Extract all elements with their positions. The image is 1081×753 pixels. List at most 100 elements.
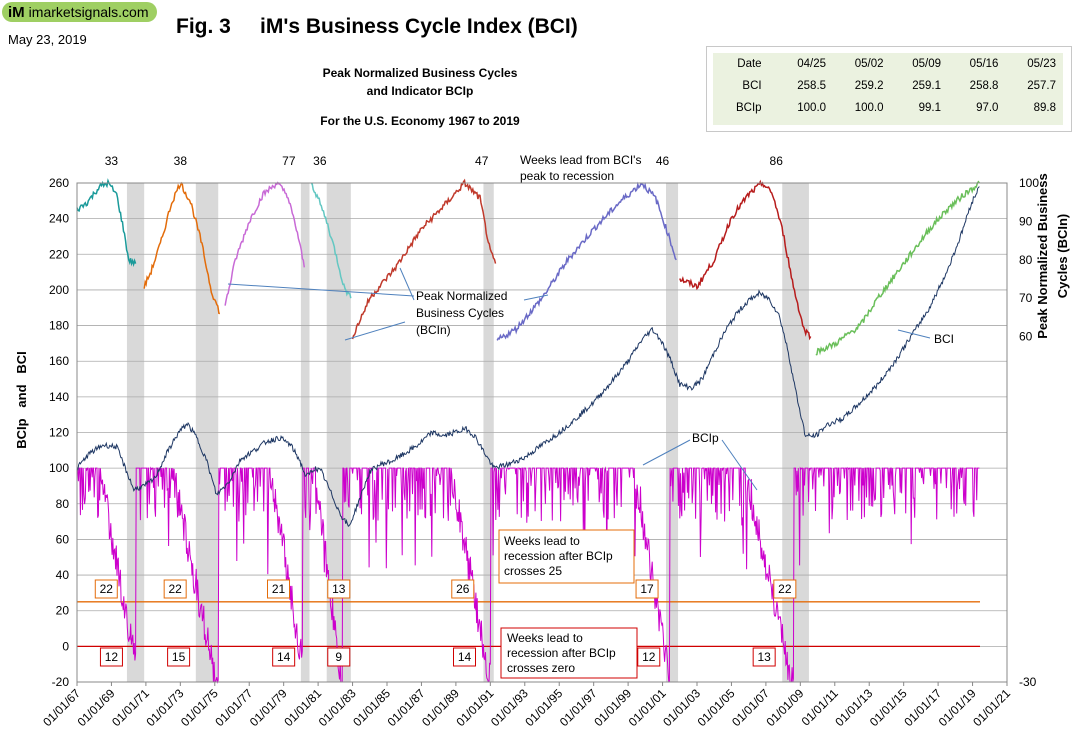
bcin-segment	[496, 181, 677, 341]
bci-callout-label: BCI	[934, 332, 954, 346]
weeks-lead-25-label-box	[451, 579, 475, 599]
bci-line	[76, 186, 980, 527]
table-header-cell: Date	[737, 58, 762, 70]
right-axis-label-line-1: Peak Normalized Business	[1035, 173, 1050, 338]
box-0-text: Weeks lead to	[507, 631, 583, 645]
weeks-lead-peak-label: 33	[105, 154, 119, 168]
peak-normalized-label: Peak Normalized	[416, 289, 507, 303]
report-date: May 23, 2019	[8, 32, 87, 47]
table-cell: 259.2	[854, 80, 884, 92]
bcin-segment	[310, 182, 352, 299]
weeks-lead-0-label-box	[637, 647, 661, 667]
table-cell: 259.1	[912, 80, 941, 92]
weeks-lead-0-label: 12	[642, 650, 656, 664]
weeks-lead-25-label-box	[327, 579, 351, 599]
arrow-line	[344, 321, 406, 341]
y-tick-label: 160	[49, 354, 69, 368]
weeks-lead-0-label: 12	[105, 650, 119, 664]
weeks-lead-0-label: 14	[277, 650, 291, 664]
bcin-segment	[679, 179, 812, 341]
peak-normalized-label: (BCIn)	[416, 323, 451, 337]
right-axis-label-line-2: Cycles (BCIn)	[1055, 214, 1070, 299]
weeks-lead-25-label-box	[773, 579, 797, 599]
table-cell: 257.7	[1027, 80, 1056, 92]
weeks-lead-25-label-box	[163, 579, 187, 599]
table-cell: 100.0	[797, 102, 827, 114]
bcip-arrow	[642, 439, 691, 466]
weeks-lead-0-label: 14	[458, 650, 472, 664]
bcin-segment	[224, 181, 306, 306]
table-cell: BCI	[742, 80, 762, 92]
weeks-lead-25-label: 26	[456, 582, 470, 596]
bcin-segment	[351, 178, 497, 340]
weeks-lead-0-label-box	[752, 647, 776, 667]
data-table: Date 04/25 05/02 05/09 05/16 05/23 BCI 2…	[713, 53, 1063, 119]
weeks-lead-peak-label: 46	[656, 154, 670, 168]
left-axis-ticks: -20 0 20 40 60 80 100 120 140 160 180 200 220 240 260	[49, 176, 69, 689]
y-tick-label: 60	[56, 532, 70, 546]
logo-text: imarketsignals.com	[28, 4, 149, 20]
y-tick-label: 0	[62, 639, 69, 653]
box-25-text: recession after BCIp	[504, 549, 613, 563]
plot-area-border	[76, 182, 1008, 683]
weeks-lead-0-label-box	[453, 647, 476, 667]
y-right-tick-label: 70	[1019, 291, 1033, 305]
weeks-lead-peak-label: 77	[282, 154, 296, 168]
subtitle-line-2: and Indicator BCIp	[366, 84, 474, 98]
y-tick-label: 40	[56, 568, 70, 582]
y-right-tick-label: 80	[1019, 253, 1033, 267]
bcin-segment	[143, 181, 221, 315]
table-cell: 258.5	[797, 80, 827, 92]
bcip-callout-label: BCIp	[692, 431, 719, 445]
bci-arrow	[897, 329, 931, 339]
weeks-lead-25-label: 21	[272, 582, 286, 596]
table-row: BCI 258.5 259.2 259.1 258.8 257.7	[713, 75, 1063, 97]
table-cell: 99.1	[918, 102, 941, 114]
bcin-segment	[815, 180, 980, 356]
bcin-segment	[76, 178, 137, 268]
weeks-lead-25-label: 17	[640, 582, 654, 596]
right-axis-ticks: 100 90 80 70 60 -30	[1019, 176, 1039, 689]
table-header-cell: 05/16	[969, 58, 999, 70]
series-lines	[76, 178, 980, 684]
y-tick-label: 120	[49, 426, 69, 440]
y-right-tick-label: 60	[1019, 330, 1033, 344]
y-right-tick-label: 100	[1019, 176, 1039, 190]
table-cell: 89.8	[1033, 102, 1056, 114]
weeks-lead-caption: peak to recession	[520, 169, 614, 183]
data-table-panel: Date 04/25 05/02 05/09 05/16 05/23 BCI 2…	[706, 46, 1072, 132]
weeks-lead-0-label-box	[167, 647, 191, 667]
weeks-lead-peak-label: 38	[174, 154, 188, 168]
y-tick-label: 100	[49, 461, 69, 475]
data-table-inner: Date 04/25 05/02 05/09 05/16 05/23 BCI 2…	[713, 53, 1063, 125]
subtitle-line-1: Peak Normalized Business Cycles	[322, 66, 518, 80]
y-tick-label: 180	[49, 319, 69, 333]
box-0-frame	[500, 627, 638, 679]
y-right-tick-label: 90	[1019, 214, 1033, 228]
site-logo: iM imarketsignals.com	[2, 2, 157, 22]
weeks-lead-0-label: 15	[172, 650, 186, 664]
weeks-lead-peak-label: 47	[475, 154, 489, 168]
box-25-frame	[498, 529, 635, 584]
bcip-line	[77, 466, 980, 684]
table-cell: 97.0	[976, 102, 999, 114]
right-axis-label: Peak Normalized Business Cycles (BCIn)	[1035, 173, 1070, 338]
arrow-line	[399, 267, 415, 301]
weeks-lead-25-label-box	[267, 579, 290, 599]
x-tick-label: 01/01/09	[764, 686, 807, 729]
arrow-line	[227, 283, 415, 297]
box-0-text: crosses zero	[507, 661, 575, 675]
figure-title: Fig. 3 iM's Business Cycle Index (BCI)	[176, 15, 578, 38]
left-axis-label: BCIp and BCI	[14, 351, 29, 449]
table-cell: 100.0	[854, 102, 884, 114]
x-tick-label: 01/01/21	[970, 686, 1013, 729]
arrow-line	[523, 294, 549, 301]
box-0-text: recession after BCIp	[507, 646, 616, 660]
chart-subtitle: Peak Normalized Business Cycles and Indi…	[300, 64, 540, 100]
y-tick-label: 220	[49, 247, 69, 261]
chart-subtitle-range: For the U.S. Economy 1967 to 2019	[320, 114, 520, 128]
peak-normalized-label: Business Cycles	[416, 306, 504, 320]
y-right-tick-label: -30	[1019, 675, 1037, 689]
table-header-cell: 05/23	[1027, 58, 1056, 70]
weeks-lead-0-label: 13	[757, 650, 771, 664]
